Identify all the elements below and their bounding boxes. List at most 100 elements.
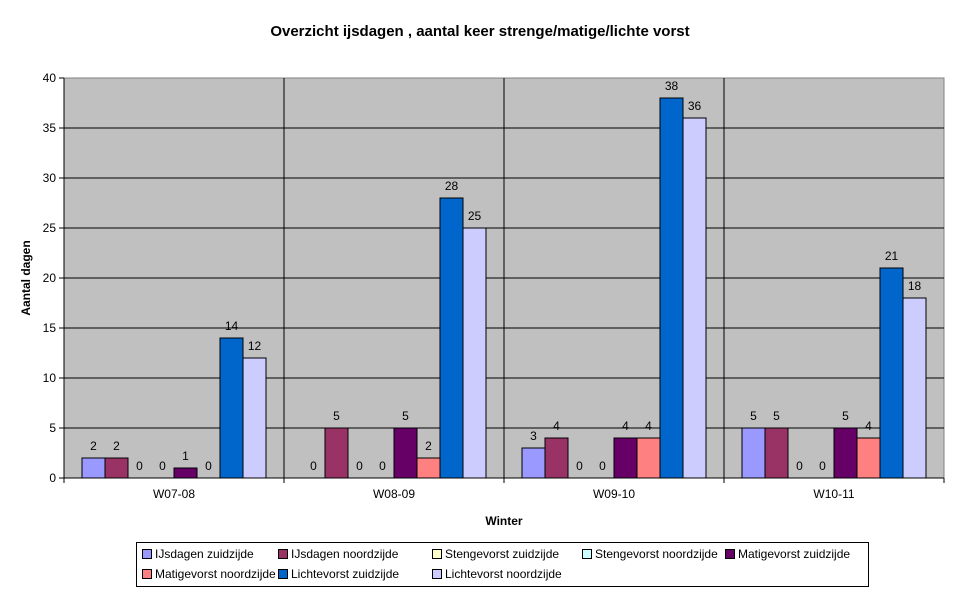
- data-label: 25: [468, 209, 482, 223]
- bar: [659, 97, 684, 479]
- legend-swatch: [582, 549, 592, 559]
- data-label: 2: [425, 439, 432, 453]
- x-tick-label: W10-11: [813, 487, 854, 501]
- y-tick-label: 40: [43, 71, 57, 85]
- bar: [324, 427, 349, 479]
- data-label: 2: [113, 439, 120, 453]
- bar: [613, 437, 638, 479]
- legend-item: Lichtevorst zuidzijde: [278, 567, 399, 581]
- legend-label: Stengevorst noordzijde: [595, 547, 718, 561]
- data-label: 0: [599, 459, 606, 473]
- data-label: 0: [819, 459, 826, 473]
- bar: [856, 437, 881, 479]
- data-label: 4: [622, 419, 629, 433]
- y-tick-label: 30: [43, 171, 57, 185]
- bar: [416, 457, 441, 479]
- data-label: 2: [90, 439, 97, 453]
- data-label: 21: [885, 249, 899, 263]
- data-label: 1: [182, 449, 189, 463]
- bar: [764, 427, 789, 479]
- data-label: 36: [688, 99, 702, 113]
- bar: [242, 357, 267, 479]
- x-tick-label: W08-09: [373, 487, 415, 501]
- legend-label: Lichtevorst noordzijde: [445, 567, 562, 581]
- data-label: 0: [159, 459, 166, 473]
- data-label: 4: [865, 419, 872, 433]
- data-label: 38: [665, 79, 679, 93]
- y-tick-label: 25: [43, 221, 57, 235]
- data-label: 0: [576, 459, 583, 473]
- y-tick-label: 20: [43, 271, 57, 285]
- data-label: 4: [553, 419, 560, 433]
- bar: [81, 457, 106, 479]
- bar: [439, 197, 464, 479]
- gridlines: [64, 78, 944, 483]
- data-label: 0: [796, 459, 803, 473]
- legend-label: IJsdagen zuidzijde: [155, 547, 254, 561]
- legend-item: Stengevorst noordzijde: [582, 547, 718, 561]
- legend-label: Lichtevorst zuidzijde: [291, 567, 400, 581]
- data-label: 5: [333, 409, 340, 423]
- data-label: 4: [645, 419, 652, 433]
- bar: [219, 337, 244, 479]
- y-tick-label: 10: [43, 371, 57, 385]
- legend-swatch: [278, 569, 288, 579]
- data-label: 0: [205, 459, 212, 473]
- bar: [521, 447, 546, 479]
- data-label: 0: [310, 459, 317, 473]
- data-label: 0: [379, 459, 386, 473]
- y-tick-label: 35: [43, 121, 57, 135]
- bars: [81, 97, 927, 479]
- legend-swatch: [142, 569, 152, 579]
- bar: [902, 297, 927, 479]
- data-label: 3: [530, 429, 537, 443]
- legend-swatch: [432, 569, 442, 579]
- bar: [682, 117, 707, 479]
- bar: [741, 427, 766, 479]
- bar: [393, 427, 418, 479]
- chart-title: Overzicht ijsdagen , aantal keer strenge…: [270, 23, 689, 40]
- y-axis-title: Aantal dagen: [19, 240, 33, 315]
- x-tick-label: W07-08: [153, 487, 195, 501]
- legend-swatch: [432, 549, 442, 559]
- bar: [462, 227, 487, 479]
- legend-item: Stengevorst zuidzijde: [432, 547, 559, 561]
- y-tick-label: 15: [43, 321, 57, 335]
- legend-label: Stengevorst zuidzijde: [445, 547, 560, 561]
- legend-item: Matigevorst noordzijde: [142, 567, 276, 581]
- x-tick-label: W09-10: [593, 487, 635, 501]
- legend-swatch: [725, 549, 735, 559]
- data-label: 18: [908, 279, 922, 293]
- data-label: 5: [750, 409, 757, 423]
- data-label: 5: [773, 409, 780, 423]
- data-label: 12: [248, 339, 262, 353]
- legend-label: Matigevorst zuidzijde: [738, 547, 851, 561]
- legend-item: IJsdagen noordzijde: [278, 547, 398, 561]
- bar: [833, 427, 858, 479]
- bar: [104, 457, 129, 479]
- bar: [173, 467, 198, 479]
- data-label: 5: [402, 409, 409, 423]
- bar: [544, 437, 569, 479]
- legend-swatch: [278, 549, 288, 559]
- x-axis-title: Winter: [485, 514, 523, 528]
- y-tick-label: 0: [49, 471, 56, 485]
- data-label: 0: [356, 459, 363, 473]
- y-tick-label: 5: [49, 421, 56, 435]
- bar: [879, 267, 904, 479]
- data-label: 28: [445, 179, 459, 193]
- data-label: 14: [225, 319, 239, 333]
- legend: IJsdagen zuidzijde IJsdagen noordzijde Ste…: [136, 542, 869, 587]
- legend-item: Lichtevorst noordzijde: [432, 567, 562, 581]
- legend-label: Matigevorst noordzijde: [155, 567, 276, 581]
- data-labels: 2 2 0 0 1 0 14 12 0 5 0 0 5 2 28 25 3 4 0 0 4 4 38 36 5 5 0 0 5 4 21 18: [90, 79, 921, 473]
- legend-swatch: [142, 549, 152, 559]
- data-label: 5: [842, 409, 849, 423]
- legend-label: IJsdagen noordzijde: [291, 547, 399, 561]
- legend-item: IJsdagen zuidzijde: [142, 547, 254, 561]
- data-label: 0: [136, 459, 143, 473]
- legend-item: Matigevorst zuidzijde: [725, 547, 850, 561]
- bar: [636, 437, 661, 479]
